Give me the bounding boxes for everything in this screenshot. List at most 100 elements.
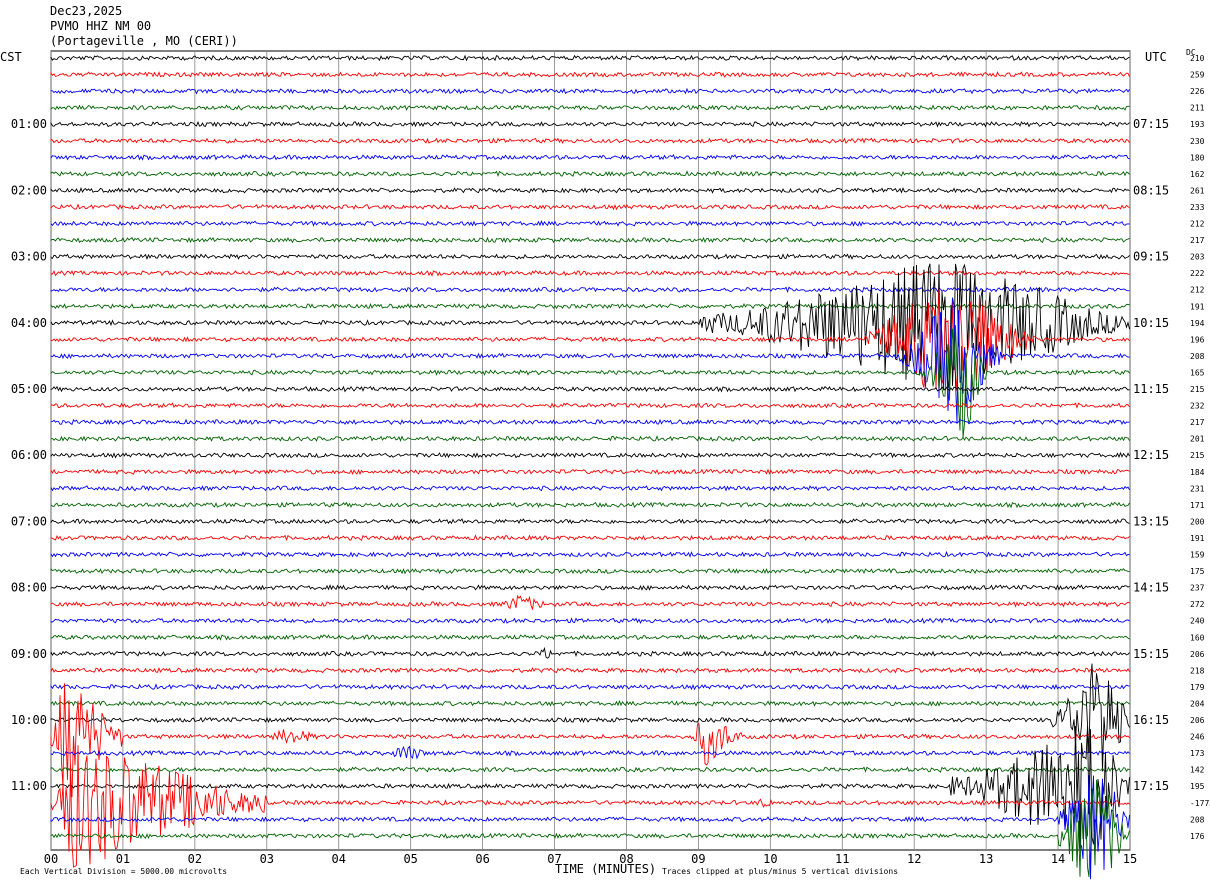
x-tick-label: 02 <box>188 852 202 866</box>
x-tick-label: 04 <box>332 852 346 866</box>
x-tick-label: 00 <box>44 852 58 866</box>
right-hour-label: 17:15 <box>1133 779 1169 793</box>
dc-offset-label: 206 <box>1190 650 1205 659</box>
left-timezone-label: CST <box>0 50 22 64</box>
trace-line <box>50 646 1130 659</box>
dc-offset-label: 217 <box>1190 236 1205 245</box>
trace-line <box>50 775 1130 880</box>
x-axis-title: TIME (MINUTES) <box>555 862 657 876</box>
x-tick-label: 03 <box>260 852 274 866</box>
left-hour-label: 05:00 <box>11 382 47 396</box>
x-tick-label: 01 <box>116 852 130 866</box>
trace-line <box>50 518 1130 525</box>
x-tick-label: 09 <box>691 852 705 866</box>
dc-offset-label: 204 <box>1190 699 1205 708</box>
trace-line <box>50 534 1130 542</box>
left-hour-label: 04:00 <box>11 316 47 330</box>
dc-offset-label: 160 <box>1190 633 1205 642</box>
dc-offset-label: 212 <box>1190 220 1205 229</box>
trace-line <box>50 120 1130 128</box>
left-hour-label: 02:00 <box>11 183 47 197</box>
left-hour-label: 08:00 <box>11 581 47 595</box>
x-tick-label: 07 <box>547 852 561 866</box>
trace-line <box>50 87 1130 95</box>
dc-offset-label: 230 <box>1190 137 1205 146</box>
dc-offset-label: 222 <box>1190 269 1205 278</box>
trace-line <box>50 325 1130 438</box>
dc-offset-label: 237 <box>1190 584 1205 593</box>
right-hour-label: 07:15 <box>1133 117 1169 131</box>
trace-line <box>50 286 1130 293</box>
right-hour-label: 15:15 <box>1133 647 1169 661</box>
dc-offset-label: 210 <box>1190 54 1205 63</box>
left-hour-label: 01:00 <box>11 117 47 131</box>
dc-offset-label: 165 <box>1190 368 1205 377</box>
dc-offset-label: 184 <box>1190 468 1205 477</box>
trace-line <box>50 567 1130 575</box>
dc-offset-label: 180 <box>1190 153 1205 162</box>
dc-offset-label: 173 <box>1190 749 1205 758</box>
dc-offset-label: 171 <box>1190 501 1205 510</box>
trace-line <box>50 54 1130 62</box>
dc-offset-header: DC <box>1186 48 1196 57</box>
trace-line <box>50 297 1130 424</box>
trace-group <box>50 54 1130 880</box>
trace-line <box>50 203 1130 211</box>
x-tick-label: 05 <box>403 852 417 866</box>
x-tick-label: 13 <box>979 852 993 866</box>
x-tick-label: 12 <box>907 852 921 866</box>
trace-line <box>50 418 1130 426</box>
trace-line <box>50 451 1130 459</box>
dc-offset-label: 200 <box>1190 517 1205 526</box>
trace-line <box>50 663 1130 772</box>
right-hour-label: 09:15 <box>1133 250 1169 264</box>
trace-line <box>50 71 1130 78</box>
header-location: (Portageville , MO (CERI)) <box>50 34 238 48</box>
dc-offset-label: 246 <box>1190 733 1205 742</box>
trace-line <box>50 104 1130 111</box>
dc-offset-label: 191 <box>1190 302 1205 311</box>
trace-line <box>50 683 1130 798</box>
dc-offset-label: 176 <box>1190 832 1205 841</box>
left-hour-label: 11:00 <box>11 779 47 793</box>
x-tick-label: 14 <box>1051 852 1065 866</box>
axis-labels: 00 01 02 03 04 05 06 07 08 09 10 11 12 13 14 15 210 259 22… <box>11 54 1210 866</box>
dc-offset-label: 194 <box>1190 319 1205 328</box>
dc-offset-label: 193 <box>1190 120 1205 129</box>
dc-offset-label: 191 <box>1190 534 1205 543</box>
right-hour-label: 08:15 <box>1133 183 1169 197</box>
left-hour-label: 03:00 <box>11 250 47 264</box>
trace-line <box>50 683 1130 691</box>
trace-line <box>50 745 1130 868</box>
trace-line <box>50 402 1130 409</box>
trace-line <box>50 220 1130 227</box>
trace-line <box>50 594 1130 610</box>
dc-offset-label: 162 <box>1190 170 1205 179</box>
trace-line <box>50 501 1130 509</box>
right-hour-label: 10:15 <box>1133 316 1169 330</box>
right-hour-label: 14:15 <box>1133 581 1169 595</box>
trace-line <box>50 153 1130 161</box>
clip-note: Traces clipped at plus/minus 5 vertical … <box>662 867 899 876</box>
x-tick-label: 11 <box>835 852 849 866</box>
trace-line <box>50 699 1130 707</box>
scale-note: Each Vertical Division = 5000.00 microvo… <box>20 867 228 876</box>
dc-offset-label: 240 <box>1190 617 1205 626</box>
right-timezone-label: UTC <box>1145 50 1167 64</box>
trace-line <box>50 435 1130 442</box>
dc-offset-label: 206 <box>1190 716 1205 725</box>
trace-line <box>50 584 1130 591</box>
dc-offset-label: 217 <box>1190 418 1205 427</box>
header-date: Dec23,2025 <box>50 4 123 18</box>
trace-line <box>50 269 1130 277</box>
dc-offset-label: 201 <box>1190 435 1205 444</box>
dc-offset-label: 259 <box>1190 71 1205 80</box>
dc-offset-label: 272 <box>1190 600 1205 609</box>
dc-offset-label: 226 <box>1190 87 1205 96</box>
x-tick-label: 08 <box>619 852 633 866</box>
trace-line <box>50 186 1130 194</box>
trace-line <box>50 667 1130 674</box>
trace-line <box>50 485 1130 492</box>
right-hour-label: 13:15 <box>1133 514 1169 528</box>
